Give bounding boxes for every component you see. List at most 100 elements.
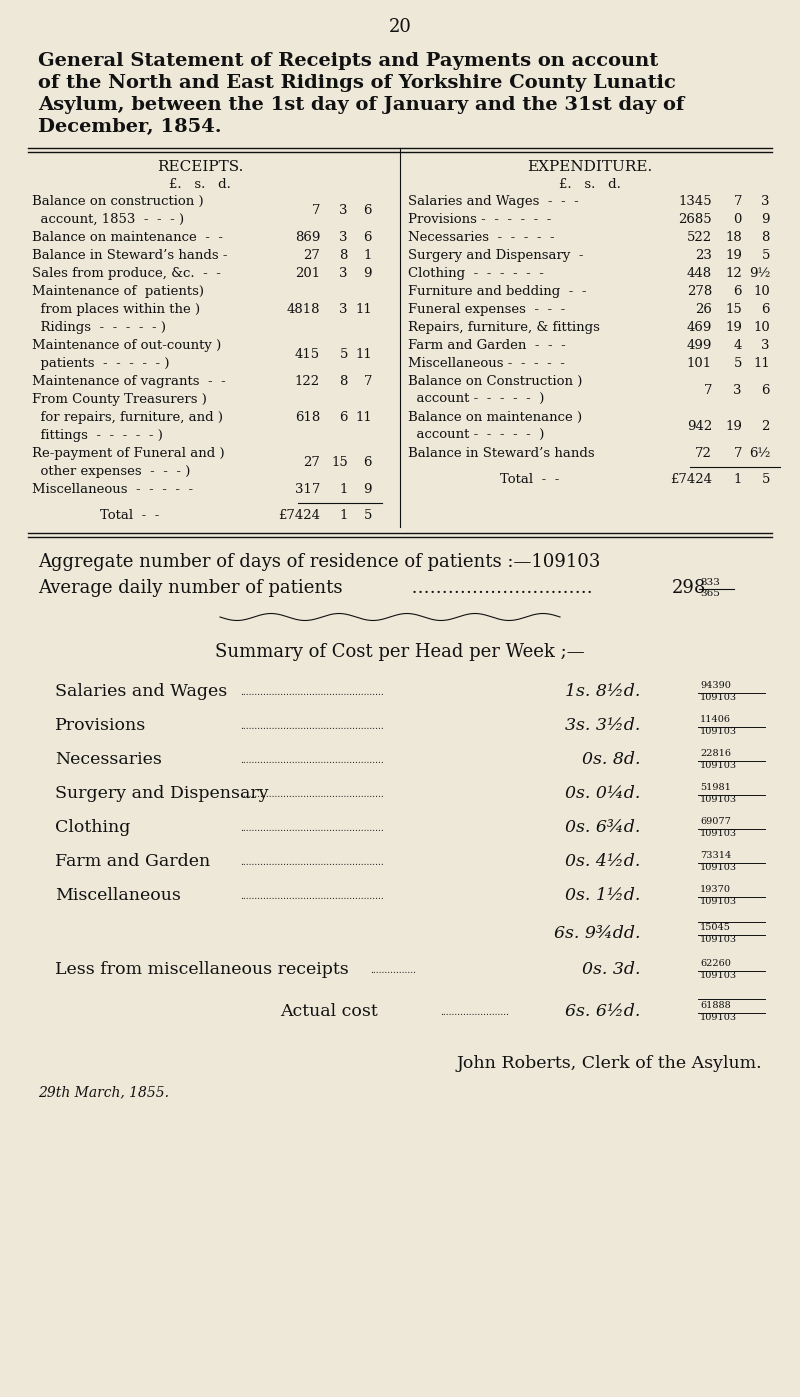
Text: Maintenance of vagrants  -  -: Maintenance of vagrants - -: [32, 374, 226, 388]
Text: 3: 3: [734, 384, 742, 397]
Text: 61888: 61888: [700, 1002, 730, 1010]
Text: 11: 11: [754, 358, 770, 370]
Text: 26: 26: [695, 303, 712, 316]
Text: 0s. 8d.: 0s. 8d.: [582, 752, 640, 768]
Text: 8: 8: [340, 374, 348, 388]
Text: EXPENDITURE.: EXPENDITURE.: [527, 161, 653, 175]
Text: 7: 7: [363, 374, 372, 388]
Text: Sales from produce, &c.  -  -: Sales from produce, &c. - -: [32, 267, 221, 279]
Text: 2: 2: [762, 420, 770, 433]
Text: 1: 1: [340, 509, 348, 522]
Text: 3: 3: [339, 303, 348, 316]
Text: 0s. 6¾d.: 0s. 6¾d.: [565, 819, 640, 835]
Text: 0s. 3d.: 0s. 3d.: [582, 961, 640, 978]
Text: £.   s.   d.: £. s. d.: [559, 177, 621, 191]
Text: 9: 9: [363, 267, 372, 279]
Text: 365: 365: [700, 590, 720, 598]
Text: 20: 20: [389, 18, 411, 36]
Text: 1s. 8½d.: 1s. 8½d.: [565, 683, 640, 700]
Text: Salaries and Wages: Salaries and Wages: [55, 683, 227, 700]
Text: Balance on construction ): Balance on construction ): [32, 196, 204, 208]
Text: RECEIPTS.: RECEIPTS.: [157, 161, 243, 175]
Text: Provisions: Provisions: [55, 717, 146, 733]
Text: 94390: 94390: [700, 680, 731, 690]
Text: 522: 522: [687, 231, 712, 244]
Text: 9: 9: [363, 483, 372, 496]
Text: Clothing  -  -  -  -  -  -: Clothing - - - - - -: [408, 267, 544, 279]
Text: 3: 3: [762, 196, 770, 208]
Text: 109103: 109103: [700, 971, 737, 981]
Text: 333: 333: [700, 578, 720, 587]
Text: 6s. 9¾dd.: 6s. 9¾dd.: [554, 925, 640, 942]
Text: Actual cost: Actual cost: [280, 1003, 378, 1020]
Text: Miscellaneous: Miscellaneous: [55, 887, 181, 904]
Text: Balance in Steward’s hands -: Balance in Steward’s hands -: [32, 249, 227, 263]
Text: 6: 6: [363, 455, 372, 469]
Text: 27: 27: [303, 455, 320, 469]
Text: Balance on Construction ): Balance on Construction ): [408, 374, 582, 388]
Text: 5: 5: [364, 509, 372, 522]
Text: ..................................................: ........................................…: [240, 824, 384, 833]
Text: 8: 8: [340, 249, 348, 263]
Text: Re-payment of Funeral and ): Re-payment of Funeral and ): [32, 447, 225, 460]
Text: of the North and East Ridings of Yorkshire County Lunatic: of the North and East Ridings of Yorkshi…: [38, 74, 676, 92]
Text: 3: 3: [339, 204, 348, 217]
Text: 3: 3: [762, 339, 770, 352]
Text: 5: 5: [762, 474, 770, 486]
Text: 6: 6: [339, 411, 348, 425]
Text: 7: 7: [311, 204, 320, 217]
Text: 11406: 11406: [700, 715, 731, 724]
Text: 5: 5: [734, 358, 742, 370]
Text: 618: 618: [294, 411, 320, 425]
Text: 69077: 69077: [700, 817, 731, 826]
Text: Ridings  -  -  -  -  - ): Ridings - - - - - ): [32, 321, 166, 334]
Text: 0: 0: [734, 212, 742, 226]
Text: 11: 11: [355, 411, 372, 425]
Text: 15045: 15045: [700, 923, 731, 932]
Text: ..................................................: ........................................…: [240, 858, 384, 868]
Text: 6½: 6½: [749, 447, 770, 460]
Text: Surgery and Dispensary: Surgery and Dispensary: [55, 785, 269, 802]
Text: 942: 942: [686, 420, 712, 433]
Text: 73314: 73314: [700, 851, 731, 861]
Text: ..................................................: ........................................…: [240, 687, 384, 697]
Text: 10: 10: [754, 285, 770, 298]
Text: December, 1854.: December, 1854.: [38, 117, 222, 136]
Text: 3: 3: [339, 231, 348, 244]
Text: …………………………: …………………………: [400, 578, 593, 597]
Text: Necessaries: Necessaries: [55, 752, 162, 768]
Text: 1: 1: [340, 483, 348, 496]
Text: Total  -  -: Total - -: [500, 474, 559, 486]
Text: John Roberts, Clerk of the Asylum.: John Roberts, Clerk of the Asylum.: [456, 1055, 762, 1071]
Text: 72: 72: [695, 447, 712, 460]
Text: Summary of Cost per Head per Week ;—: Summary of Cost per Head per Week ;—: [215, 643, 585, 661]
Text: 2685: 2685: [678, 212, 712, 226]
Text: 51981: 51981: [700, 782, 731, 792]
Text: 869: 869: [294, 231, 320, 244]
Text: Furniture and bedding  -  -: Furniture and bedding - -: [408, 285, 586, 298]
Text: 19: 19: [725, 249, 742, 263]
Text: Total  -  -: Total - -: [100, 509, 159, 522]
Text: 122: 122: [295, 374, 320, 388]
Text: Surgery and Dispensary  -: Surgery and Dispensary -: [408, 249, 583, 263]
Text: 19: 19: [725, 420, 742, 433]
Text: ..................................................: ........................................…: [240, 789, 384, 799]
Text: from places within the ): from places within the ): [32, 303, 200, 316]
Text: 7: 7: [734, 196, 742, 208]
Text: 6: 6: [363, 231, 372, 244]
Text: ..................................................: ........................................…: [240, 893, 384, 901]
Text: account -  -  -  -  -  ): account - - - - - ): [408, 393, 544, 407]
Text: 278: 278: [686, 285, 712, 298]
Text: account -  -  -  -  -  ): account - - - - - ): [408, 429, 544, 441]
Text: 1345: 1345: [678, 196, 712, 208]
Text: 3: 3: [339, 267, 348, 279]
Text: 109103: 109103: [700, 1013, 737, 1023]
Text: 9½: 9½: [749, 267, 770, 279]
Text: 0s. 4½d.: 0s. 4½d.: [565, 854, 640, 870]
Text: 101: 101: [687, 358, 712, 370]
Text: 15: 15: [331, 455, 348, 469]
Text: 5: 5: [340, 348, 348, 360]
Text: 9: 9: [762, 212, 770, 226]
Text: ..................................................: ........................................…: [240, 722, 384, 731]
Text: 15: 15: [726, 303, 742, 316]
